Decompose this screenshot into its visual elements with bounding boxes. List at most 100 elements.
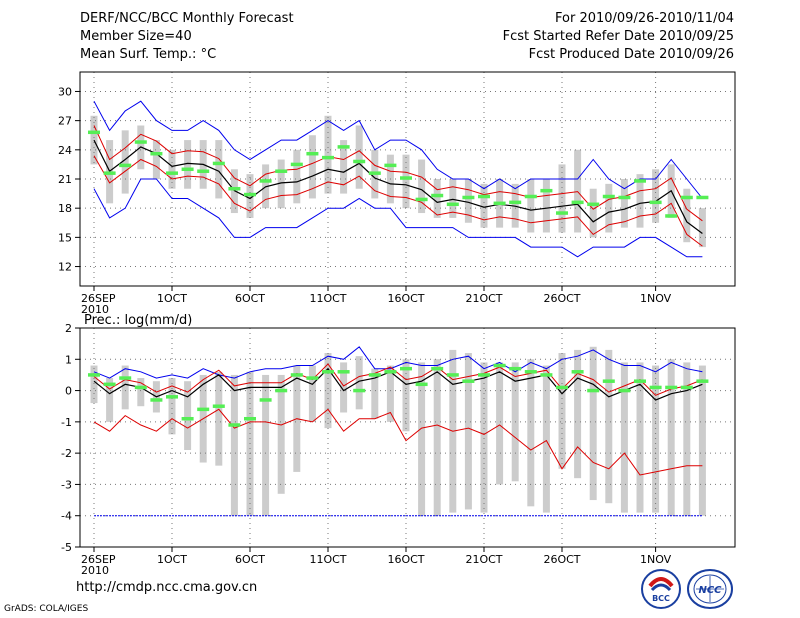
ensemble-marker (322, 370, 334, 374)
spread-bar (589, 188, 597, 238)
spread-bar (652, 169, 660, 223)
x-tick-label: 21OCT (465, 553, 502, 566)
ensemble-marker (634, 379, 646, 383)
ensemble-marker (166, 171, 178, 175)
ensemble-marker (665, 214, 678, 218)
spread-bar (121, 365, 129, 410)
x-tick-label: 16OCT (387, 292, 424, 305)
ensemble-marker (368, 171, 381, 175)
spread-bar (605, 183, 613, 233)
spread-bar (527, 359, 535, 507)
spread-bar (542, 365, 550, 513)
ensemble-marker (134, 140, 147, 144)
ensemble-marker (462, 379, 475, 383)
ensemble-marker (384, 163, 397, 168)
y-tick-label: 15 (58, 231, 72, 244)
spread-bar (277, 374, 285, 494)
ensemble-marker (103, 171, 116, 175)
ensemble-marker (306, 376, 319, 380)
series-lower-line (93, 155, 703, 247)
spread-bar (652, 365, 660, 513)
spread-bar (480, 362, 488, 513)
ensemble-marker (649, 385, 662, 390)
x-tick-label: 1OCT (157, 553, 187, 566)
y-tick-label: 24 (58, 144, 72, 157)
spread-bar (620, 179, 628, 228)
ncc-logo: NCC (687, 569, 733, 609)
ensemble-marker (166, 395, 178, 399)
spread-bar (698, 208, 706, 248)
spread-bar (121, 130, 129, 194)
ensemble-marker (415, 197, 428, 202)
spread-bar (262, 374, 270, 516)
y-tick-label: 0 (65, 385, 72, 398)
spread-bar (168, 378, 176, 435)
ensemble-marker (571, 200, 584, 205)
ensemble-marker (540, 373, 553, 377)
ensemble-marker (509, 366, 522, 371)
ensemble-marker (275, 388, 288, 393)
ensemble-marker (181, 416, 194, 421)
x-tick-label: 21OCT (465, 292, 502, 305)
panel-title: Prec.: log(mm/d) (84, 313, 192, 328)
x-tick-label: 1NOV (640, 292, 672, 305)
ensemble-marker (602, 194, 615, 199)
spread-bar (230, 374, 238, 516)
spread-bar (574, 349, 582, 479)
series-mean-line (93, 139, 703, 234)
spread-bar (667, 359, 675, 516)
x-tick-label: 26SEP (81, 292, 116, 305)
x-tick-label: 16OCT (387, 553, 424, 566)
ensemble-marker (524, 370, 537, 374)
variable-label: Mean Surf. Temp.: °C (80, 47, 217, 62)
ensemble-marker (150, 151, 163, 156)
ensemble-marker (696, 195, 709, 200)
ensemble-marker (88, 373, 100, 377)
ensemble-marker (197, 169, 210, 173)
x-tick-year: 2010 (81, 564, 109, 577)
ensemble-marker (478, 373, 490, 377)
ensemble-marker (665, 385, 678, 390)
spread-bar (90, 115, 98, 165)
ensemble-marker (259, 179, 272, 183)
ensemble-marker (649, 200, 662, 205)
header-left: DERF/NCC/BCC Monthly Forecast Member Size… (80, 10, 294, 64)
x-tick-year: 2010 (81, 303, 109, 316)
x-tick-label: 6OCT (235, 553, 265, 566)
ensemble-marker (337, 145, 350, 149)
source-url[interactable]: http://cmdp.ncc.cma.gov.cn (76, 580, 258, 595)
spread-bar (527, 179, 535, 233)
spread-bar (371, 368, 379, 419)
x-tick-label: 26OCT (543, 553, 580, 566)
ensemble-marker (540, 188, 553, 193)
spread-bar (636, 174, 644, 228)
bcc-logo-text: BCC (652, 594, 670, 603)
spread-bar (355, 356, 363, 410)
spread-bar (215, 140, 223, 199)
ensemble-marker (197, 407, 210, 412)
spread-bar (293, 149, 301, 204)
spread-bar (168, 149, 176, 189)
ensemble-marker (680, 385, 693, 390)
y-tick-label: 12 (58, 261, 72, 274)
x-tick-label: 26OCT (543, 292, 580, 305)
spread-bar (386, 365, 394, 422)
header-right: For 2010/09/26-2010/11/04 Fcst Started Re… (503, 10, 734, 64)
spread-bar (589, 346, 597, 501)
ensemble-marker (446, 373, 459, 377)
y-tick-label: 1 (65, 353, 72, 366)
ensemble-marker (634, 179, 646, 183)
spread-bar (308, 365, 316, 422)
ensemble-marker (368, 373, 381, 377)
forecast-title: DERF/NCC/BCC Monthly Forecast (80, 11, 294, 26)
ncc-logo-text: NCC (698, 585, 722, 596)
spread-bar (433, 179, 441, 218)
chart-panel-1: Prec.: log(mm/d) -5 -4 -3 -2 -1 0 1 2 26SEP 1OCT 6O… (61, 313, 736, 577)
ensemble-marker (337, 370, 350, 374)
x-tick-label: 1OCT (157, 292, 187, 305)
ensemble-marker (587, 388, 600, 393)
ensemble-marker (509, 200, 522, 205)
y-tick-label: 2 (65, 322, 72, 335)
spread-bar (402, 154, 410, 209)
ensemble-marker (306, 151, 319, 156)
